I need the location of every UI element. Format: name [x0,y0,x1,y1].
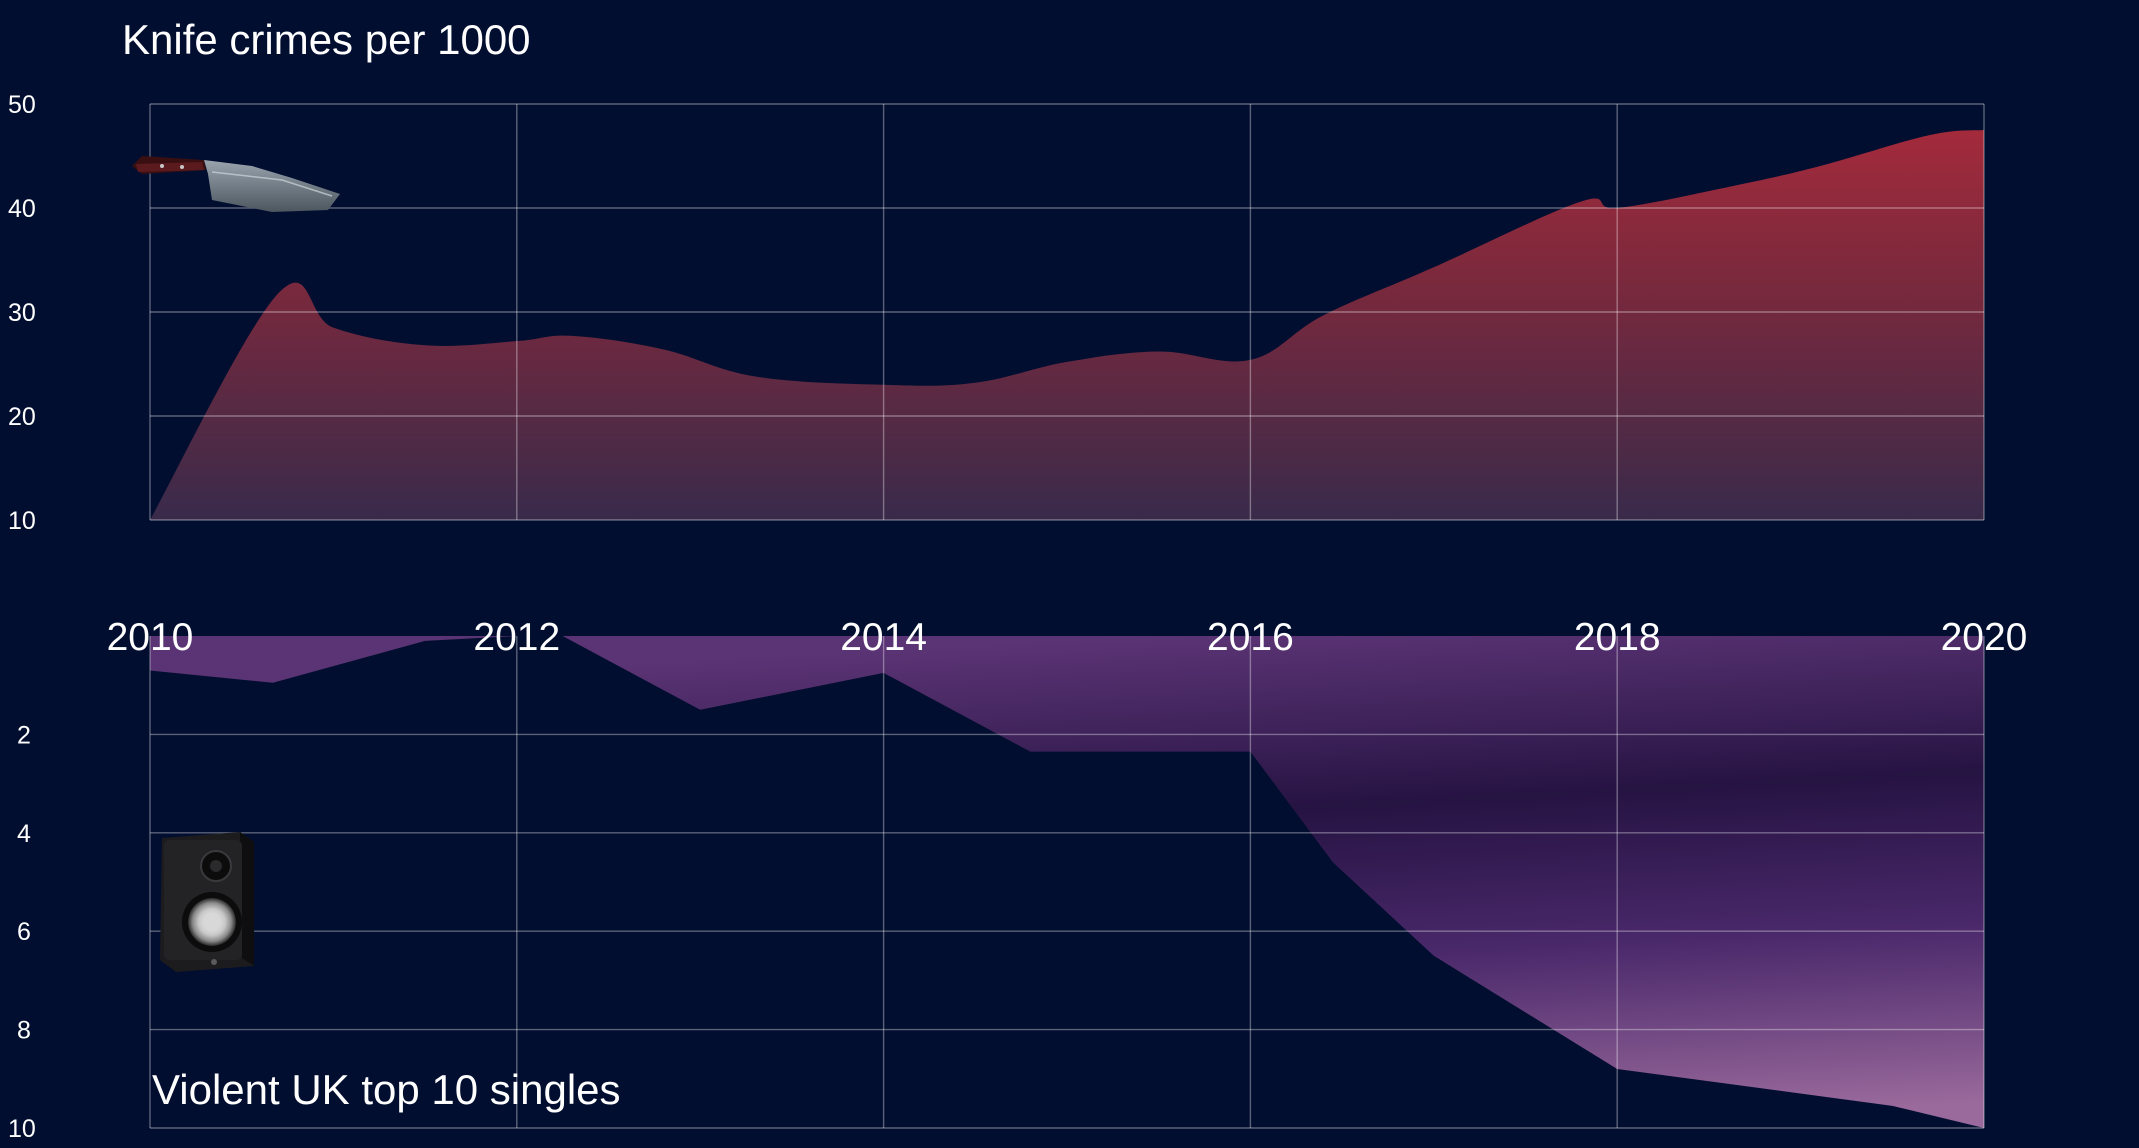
top-chart-title: Knife crimes per 1000 [122,16,531,63]
bottom-y-axis-ticks: 2 4 6 8 10 [8,721,36,1143]
x-tick-label: 2018 [1574,616,1661,659]
bottom-y-tick-label: 6 [17,918,31,946]
bottom-chart-grid [149,636,1985,1129]
top-y-tick-label: 20 [8,403,36,431]
knife-crime-area [150,130,1984,520]
top-y-tick-label: 10 [8,507,36,535]
top-y-tick-label: 50 [8,91,36,119]
x-tick-label: 2020 [1941,616,2028,659]
bottom-y-tick-label: 8 [17,1017,31,1045]
x-axis-ticks: 2010 2012 2014 2016 2018 2020 [107,616,2028,659]
bottom-y-tick-label: 10 [8,1115,36,1143]
x-tick-label: 2010 [107,616,194,659]
x-tick-label: 2012 [473,616,560,659]
knife-icon [132,156,340,212]
x-tick-label: 2016 [1207,616,1294,659]
speaker-icon [160,832,254,972]
bottom-y-tick-label: 2 [17,721,31,749]
violent-singles-area [150,636,1984,1128]
bottom-y-tick-label: 4 [17,820,31,848]
top-y-axis-ticks: 10 20 30 40 50 [8,91,36,535]
top-y-tick-label: 30 [8,299,36,327]
x-tick-label: 2014 [840,616,927,659]
bottom-chart-title: Violent UK top 10 singles [152,1066,621,1113]
top-y-tick-label: 40 [8,195,36,223]
